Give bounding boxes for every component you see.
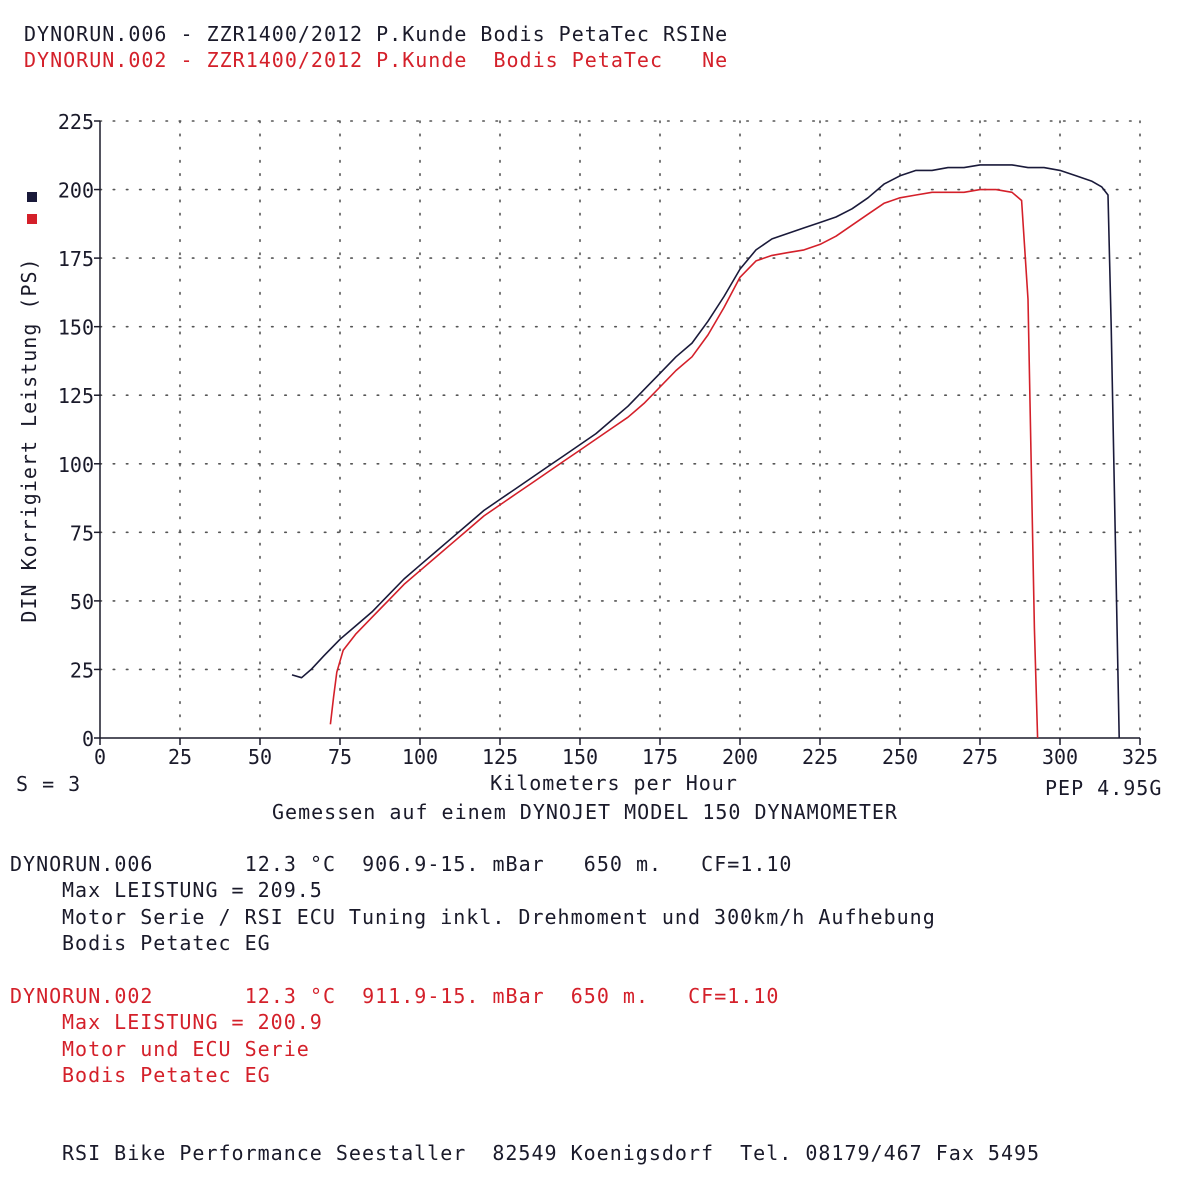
x-tick-label: 325 <box>1122 745 1158 769</box>
x-tick-label: 0 <box>94 745 106 769</box>
axis-layer: 0 25 50 75 100 125 150 175 200 225 250 275 300 325 0 25… <box>58 110 1158 769</box>
run002-company: Bodis Petatec EG <box>62 1063 271 1087</box>
header-run006: DYNORUN.006 - ZZR1400/2012 P.Kunde Bodis… <box>24 22 729 46</box>
dyno-chart: 0 25 50 75 100 125 150 175 200 225 250 275 300 325 0 25… <box>17 110 1158 795</box>
x-tick-label: 25 <box>168 745 192 769</box>
x-tick-label: 100 <box>402 745 438 769</box>
x-tick-label: 275 <box>962 745 998 769</box>
chart-footer: Gemessen auf einem DYNOJET MODEL 150 DYN… <box>272 800 898 824</box>
header-run002: DYNORUN.002 - ZZR1400/2012 P.Kunde Bodis… <box>24 48 729 72</box>
x-tick-label: 200 <box>722 745 758 769</box>
y-tick-label: 225 <box>58 110 94 134</box>
y-tick-label: 50 <box>70 590 94 614</box>
x-tick-label: 300 <box>1042 745 1078 769</box>
company-footer: RSI Bike Performance Seestaller 82549 Ko… <box>62 1141 1041 1165</box>
y-tick-label: 125 <box>58 384 94 408</box>
run002-max: Max LEISTUNG = 200.9 <box>62 1010 323 1034</box>
series-layer <box>291 164 1120 739</box>
y-tick-label: 175 <box>58 247 94 271</box>
series-line-run006 <box>291 164 1120 739</box>
y-axis-label: DIN Korrigiert Leistung (PS) <box>17 257 41 622</box>
y-tick-label: 200 <box>58 179 94 203</box>
series-line-run002 <box>329 188 1039 739</box>
run002-info: DYNORUN.002 12.3 °C 911.9-15. mBar 650 m… <box>10 984 780 1008</box>
y-tick-label: 75 <box>70 521 94 545</box>
y-tick-label: 150 <box>58 316 94 340</box>
x-tick-label: 50 <box>248 745 272 769</box>
run002-desc: Motor und ECU Serie <box>62 1037 310 1061</box>
x-tick-label: 150 <box>562 745 598 769</box>
run006-company: Bodis Petatec EG <box>62 931 271 955</box>
y-tick-label: 25 <box>70 658 94 682</box>
legend-swatch-run002 <box>27 214 37 224</box>
x-axis-label: Kilometers per Hour <box>490 771 738 795</box>
legend-swatch-run006 <box>27 192 37 202</box>
y-tick-label: 0 <box>82 727 94 751</box>
x-tick-label: 125 <box>482 745 518 769</box>
run006-info: DYNORUN.006 12.3 °C 906.9-15. mBar 650 m… <box>10 852 793 876</box>
grid-layer <box>99 120 1141 739</box>
s-label: S = 3 <box>16 772 82 796</box>
x-tick-label: 225 <box>802 745 838 769</box>
x-tick-label: 175 <box>642 745 678 769</box>
run006-max: Max LEISTUNG = 209.5 <box>62 878 323 902</box>
pep-label: PEP 4.95G <box>1045 776 1163 800</box>
x-tick-label: 75 <box>328 745 352 769</box>
x-tick-label: 250 <box>882 745 918 769</box>
run006-desc: Motor Serie / RSI ECU Tuning inkl. Drehm… <box>62 905 936 929</box>
y-tick-label: 100 <box>58 453 94 477</box>
